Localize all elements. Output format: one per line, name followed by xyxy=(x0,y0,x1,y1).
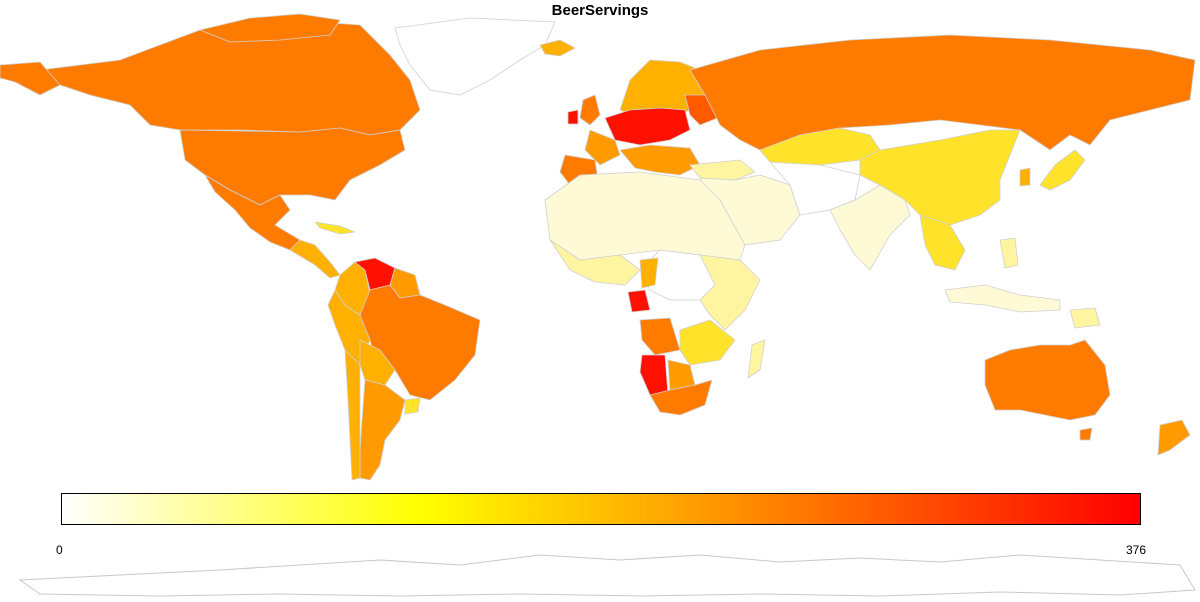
country-namibia xyxy=(639,354,669,396)
legend-min-label: 0 xyxy=(56,543,63,557)
legend-max-label: 376 xyxy=(1126,543,1147,557)
country-india xyxy=(829,184,911,271)
country-png xyxy=(1069,307,1101,329)
country-argentina xyxy=(359,379,406,481)
country-indonesia xyxy=(944,284,1061,313)
country-new-zealand xyxy=(1157,419,1191,456)
country-france xyxy=(584,129,621,166)
country-canada-islands xyxy=(199,13,341,43)
color-scale-legend xyxy=(61,493,1141,525)
country-madagascar xyxy=(747,339,766,379)
country-philippines xyxy=(999,237,1019,269)
country-west-africa xyxy=(549,239,641,286)
country-alaska xyxy=(0,61,61,96)
country-usa xyxy=(179,127,406,206)
country-uk xyxy=(579,94,601,126)
country-russia xyxy=(689,34,1196,151)
map-title: BeerServings xyxy=(551,2,649,19)
country-uruguay xyxy=(404,397,421,415)
country-southeast-asia xyxy=(919,214,966,271)
country-tasmania xyxy=(1079,427,1093,441)
country-australia xyxy=(984,339,1111,421)
country-korea xyxy=(1019,167,1031,187)
country-iceland xyxy=(539,39,576,57)
country-central-europe xyxy=(604,107,691,146)
country-cuba xyxy=(314,221,356,235)
country-central-america xyxy=(289,239,341,279)
antarctica-outline xyxy=(18,554,1196,597)
country-gabon xyxy=(627,289,651,313)
country-chile xyxy=(344,349,361,481)
country-south-africa xyxy=(649,379,713,416)
country-greenland xyxy=(394,17,556,96)
country-zambia xyxy=(679,319,736,366)
country-cameroon xyxy=(639,257,659,289)
country-japan xyxy=(1039,149,1086,191)
country-turkey xyxy=(689,159,756,181)
country-east-africa xyxy=(699,254,761,331)
country-italy-balkans xyxy=(619,144,701,176)
country-angola xyxy=(639,317,681,356)
country-ireland xyxy=(567,109,579,125)
